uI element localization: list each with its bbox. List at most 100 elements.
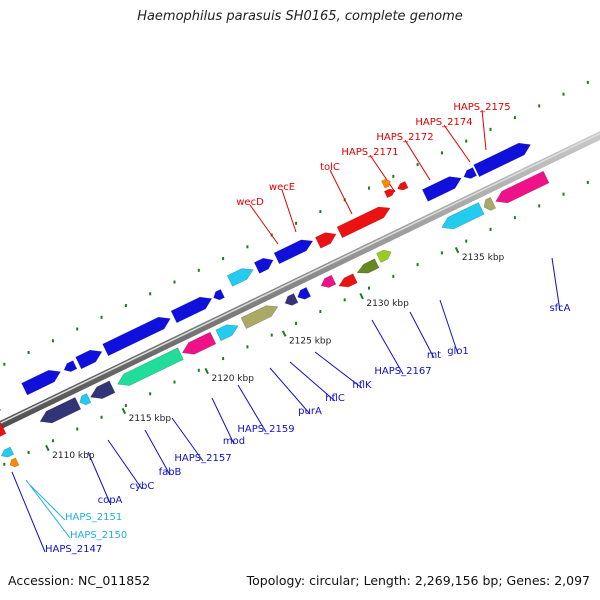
dotted-track-lower [392,274,395,278]
dotted-track-lower [197,368,200,372]
gene-label-below: HAPS_2151 [65,512,122,523]
dotted-track-lower [51,439,54,443]
gene-label-below-leader [237,384,267,433]
gene-label-above: HAPS_2171 [341,147,398,158]
gene-label-below-leader [29,484,66,521]
gene-arrow [297,286,312,300]
dotted-track-lower [319,310,322,314]
dotted-track-lower [222,357,225,361]
gene-arrow [376,249,392,263]
gene-arrow [75,349,103,370]
kbp-tick-label: 2135 kbp [462,253,505,263]
dotted-track-lower [295,321,298,325]
gene-arrow [441,202,485,230]
gene-arrow [39,396,82,424]
gene-label-above-leader [249,204,279,245]
gene-label-below: copA [98,495,123,506]
gene-arrow [102,316,171,357]
kbp-tick-label: 2120 kbp [212,374,255,384]
dotted-track-lower [440,251,443,255]
gene-label-below-leader [551,257,561,312]
gene-label-below: fabB [159,467,182,478]
gene-arrow [473,142,532,177]
dotted-track-lower [465,239,468,243]
gene-arrow [320,274,337,288]
dotted-track-lower [538,204,541,208]
dotted-track-upper [76,327,79,331]
dotted-track-lower [3,462,6,466]
gene-arrow [397,180,409,191]
gene-label-below: rnt [427,350,441,361]
kbp-tick-mark [281,330,287,337]
kbp-tick-label: 2110 kbp [52,451,95,461]
dotted-track-lower [343,298,346,302]
gene-arrow [117,347,184,386]
dotted-track-upper [465,139,468,143]
gene-arrow [483,196,497,211]
gene-label-above: HAPS_2174 [415,117,472,128]
gene-arrow [381,178,391,189]
gene-label-below: sfcA [549,303,570,314]
dotted-track-lower [489,227,492,231]
gene-label-above-leader [281,189,297,233]
gene-label-above-leader [481,109,487,151]
dotted-track-lower [149,392,152,396]
dotted-track-upper [3,362,6,366]
dotted-track-upper [27,351,30,355]
kbp-tick-label: 2115 kbp [129,414,172,424]
gene-arrow [213,288,225,301]
dotted-track-lower [76,427,79,431]
dotted-track-lower [246,345,249,349]
gene-label-above: HAPS_2172 [376,132,433,143]
gene-label-below-leader [269,367,311,415]
kbp-tick-mark [359,293,364,300]
gene-label-below-leader [25,479,71,539]
gene-label-below-leader [409,311,435,359]
dotted-track-lower [270,333,273,337]
dotted-track-lower [586,180,589,184]
genome-summary-text: Topology: circular; Length: 2,269,156 bp… [246,573,590,588]
dotted-track-lower [367,286,370,290]
gene-label-below: purA [298,406,322,417]
accession-text: Accession: NC_011852 [8,573,151,588]
gene-label-below: HAPS_2147 [45,544,102,555]
dotted-track-upper [197,268,200,272]
gene-label-above-leader [443,124,471,163]
gene-arrow [336,206,391,239]
gene-label-below-leader [144,429,171,476]
gene-arrow [0,422,7,437]
gene-label-below-leader [171,417,204,462]
gene-label-below: HAPS_2150 [70,530,127,541]
dotted-track-upper [367,186,370,190]
gene-label-below-leader [289,361,336,402]
gene-arrow [356,258,380,274]
gene-label-above-leader [329,169,353,215]
gene-label-below-leader [211,397,235,445]
dotted-track-upper [149,292,152,296]
gene-arrow [315,232,337,249]
kbp-tick-mark [121,407,127,415]
dotted-track-upper [222,257,225,261]
gene-arrow [463,167,478,179]
dotted-track-upper [392,174,395,178]
kbp-tick-mark [454,246,460,254]
dotted-track-upper [489,127,492,131]
gene-arrow [226,268,254,287]
gene-label-below-leader [439,299,459,355]
gene-arrow [273,239,314,265]
gene-label-below: HAPS_2159 [237,424,294,435]
kbp-tick-label: 2125 kbp [289,337,332,347]
kbp-tick-mark [204,367,209,375]
dotted-track-upper [295,221,298,225]
gene-label-below-leader [11,471,46,553]
gene-label-below-leader [87,451,111,504]
gene-arrow [79,393,92,406]
genome-backbone-highlight [0,132,600,425]
genome-backbone [0,131,600,430]
gene-label-above: wecD [236,197,264,208]
gene-label-below: glo1 [447,346,469,357]
gene-label-below-leader [371,319,404,375]
gene-arrow [253,257,274,274]
gene-arrow [495,170,550,204]
